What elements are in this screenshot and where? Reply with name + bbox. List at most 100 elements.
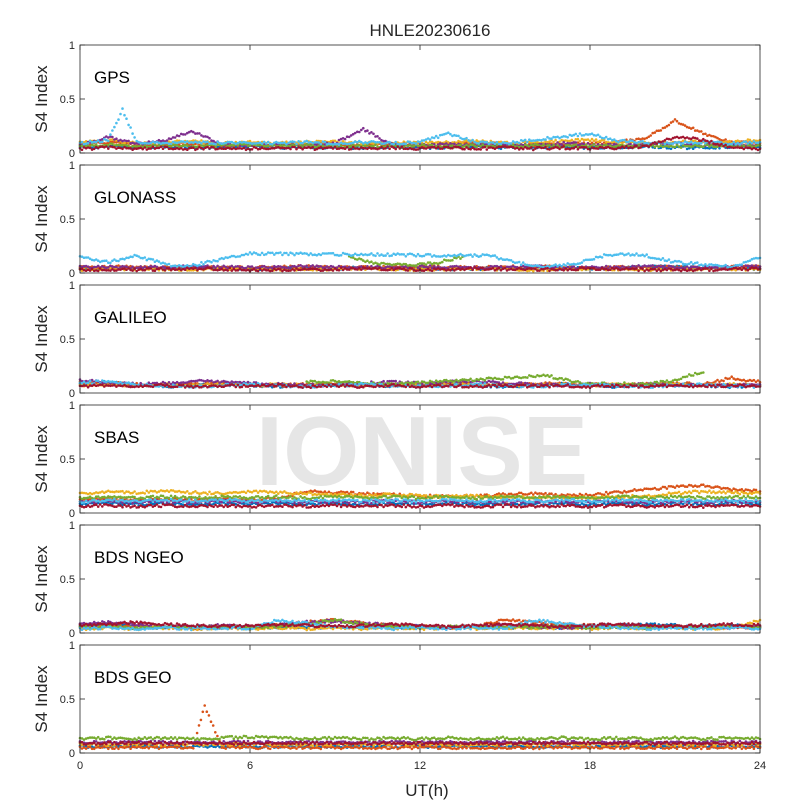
data-point [576, 268, 580, 272]
data-point [459, 257, 462, 260]
data-point [115, 121, 118, 125]
data-point [331, 251, 335, 255]
data-point [210, 267, 213, 270]
data-point [194, 266, 197, 270]
data-point [558, 147, 561, 151]
data-point [635, 252, 638, 255]
data-point [724, 263, 727, 267]
data-point [384, 254, 387, 257]
data-point [639, 146, 642, 149]
data-point [287, 253, 290, 257]
data-point [271, 269, 274, 273]
data-point [744, 140, 748, 143]
data-point [86, 141, 90, 145]
data-point [416, 266, 420, 270]
data-point [289, 147, 292, 151]
data-point [469, 253, 472, 256]
data-point [732, 140, 735, 144]
data-point [236, 144, 240, 147]
y-tick-label: 0 [69, 148, 75, 160]
data-point [248, 251, 252, 254]
data-point [406, 269, 410, 272]
data-point [200, 261, 203, 264]
panel-label: GLONASS [94, 188, 176, 207]
data-point [392, 142, 396, 146]
data-point [562, 145, 565, 148]
data-point [107, 139, 110, 143]
data-point [88, 269, 92, 272]
data-point [123, 113, 126, 117]
data-point [250, 148, 254, 151]
data-point [175, 144, 179, 147]
data-point [564, 264, 567, 267]
data-point [169, 142, 173, 146]
data-point [376, 135, 379, 138]
data-point [151, 145, 155, 148]
data-point [121, 107, 124, 110]
data-point [422, 254, 426, 258]
data-point [600, 256, 604, 259]
data-point [465, 143, 468, 147]
data-point [493, 254, 497, 257]
data-point [307, 253, 311, 257]
data-point [592, 257, 596, 261]
data-point [366, 265, 369, 268]
data-point [177, 134, 181, 138]
data-point [210, 260, 213, 264]
data-point [740, 263, 744, 266]
data-point [107, 147, 110, 150]
data-point [574, 145, 578, 149]
data-point [285, 251, 288, 255]
data-point [503, 267, 507, 270]
data-point [109, 261, 112, 265]
data-point [491, 267, 495, 270]
data-point [414, 142, 418, 145]
data-point [293, 145, 296, 149]
data-point [80, 148, 84, 152]
data-point [141, 147, 144, 151]
data-point [394, 140, 398, 144]
data-point [153, 269, 157, 273]
data-point [139, 265, 142, 268]
data-point [157, 260, 161, 263]
data-point [295, 142, 298, 146]
data-point [647, 145, 650, 148]
data-point [471, 268, 474, 272]
data-point [161, 147, 165, 150]
data-point [362, 126, 365, 130]
data-point [165, 145, 169, 149]
data-point [659, 258, 663, 262]
data-point [414, 145, 418, 149]
data-point [319, 253, 323, 257]
data-point [360, 128, 363, 132]
data-point [206, 140, 209, 143]
data-point [643, 254, 646, 258]
data-point [143, 256, 147, 259]
data-point [675, 119, 679, 123]
data-point [404, 142, 408, 146]
data-point [604, 135, 608, 139]
data-point [479, 148, 483, 151]
data-point [339, 266, 343, 270]
data-point [127, 123, 130, 127]
data-point [364, 144, 367, 148]
data-point [584, 146, 588, 149]
data-point [509, 142, 513, 145]
data-point [441, 147, 444, 150]
data-point [115, 137, 118, 140]
data-point [689, 140, 693, 144]
data-point [578, 132, 582, 135]
data-point [347, 268, 351, 271]
data-point [98, 267, 102, 270]
data-point [404, 254, 408, 258]
data-point [96, 264, 100, 268]
chart-title: HNLE20230616 [370, 21, 491, 40]
data-point [710, 139, 713, 143]
data-point [192, 130, 195, 134]
data-point [449, 132, 452, 136]
data-point [560, 265, 563, 268]
data-point [696, 137, 699, 140]
data-point [388, 147, 391, 150]
data-point [451, 146, 454, 150]
